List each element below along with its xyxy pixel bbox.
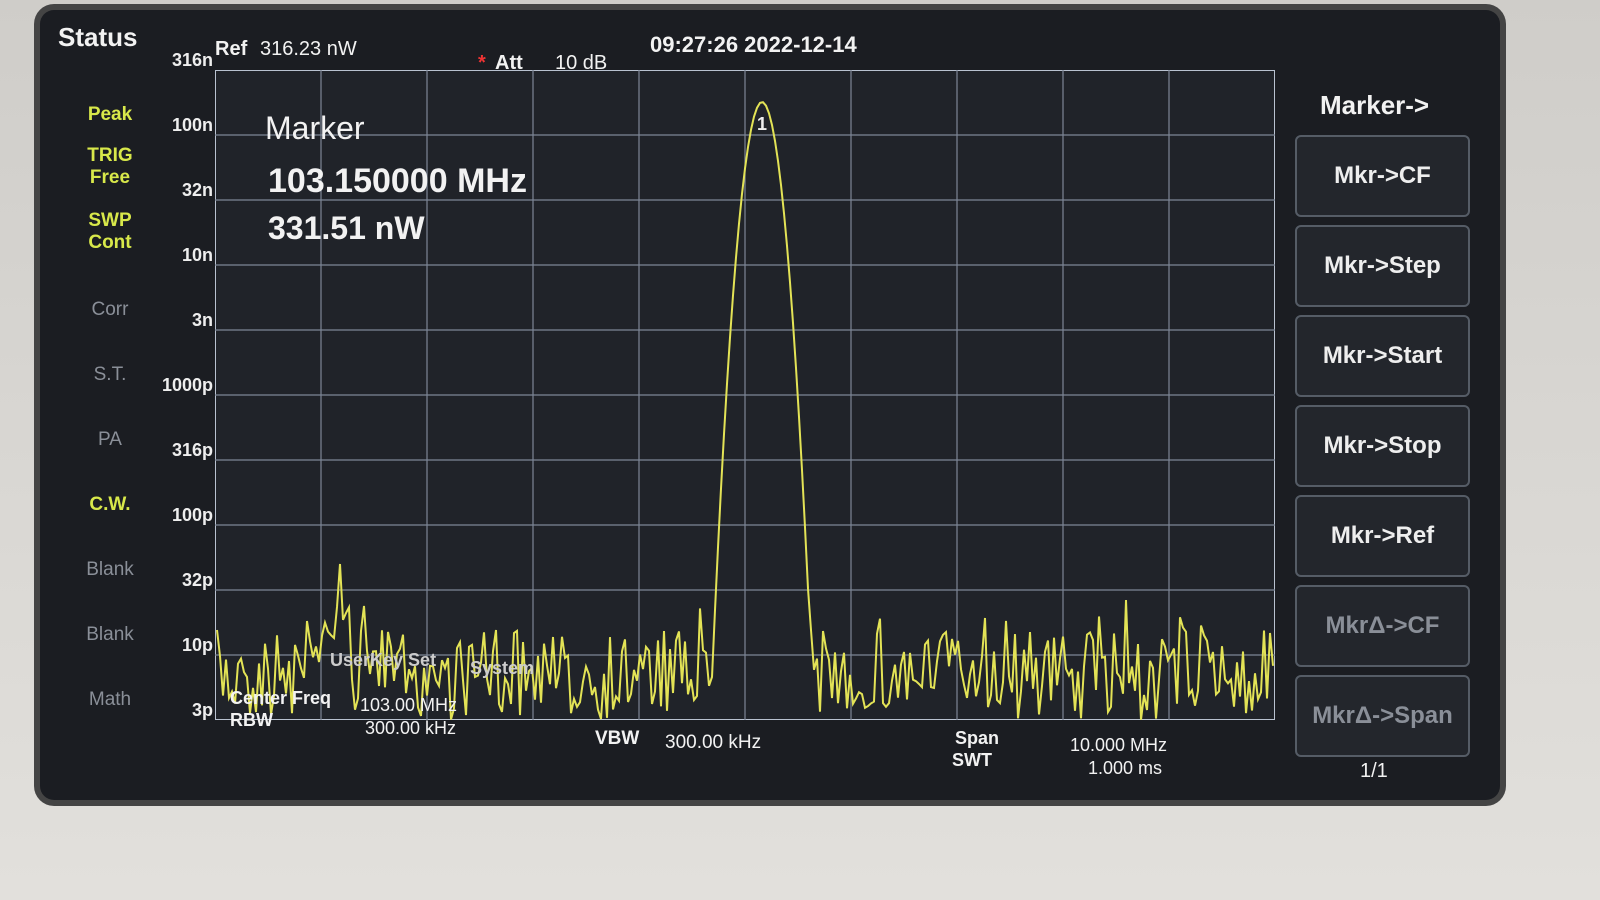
y-label: 100n — [171, 115, 213, 135]
y-label: 3n — [191, 310, 213, 330]
y-label: 1000p — [161, 375, 213, 395]
marker-freq: 103.150000 MHz — [268, 162, 527, 200]
y-label: 32n — [181, 180, 213, 200]
span-value: 10.000 MHz — [1070, 735, 1168, 755]
att-flag: * — [478, 52, 486, 74]
ref-value: 316.23 nW — [260, 38, 357, 60]
rbw-label: RBW — [230, 710, 273, 730]
status-line: Corr — [91, 299, 129, 320]
status-item: C.W. — [70, 470, 150, 516]
status-line: Cont — [88, 232, 132, 253]
status-item: TRIG Free — [70, 145, 150, 189]
y-label: 316n — [171, 50, 213, 70]
status-line: S.T. — [93, 364, 127, 385]
analyzer-screen: Status Ref 316.23 nW * Att 10 dB 09:27:2… — [40, 10, 1500, 800]
status-title: Status — [58, 22, 138, 52]
status-line: Free — [89, 167, 131, 188]
status-line: Math — [88, 689, 132, 710]
status-item: PA — [70, 405, 150, 451]
att-label: Att — [495, 52, 523, 74]
status-item: S.T. — [70, 340, 150, 386]
overlay-userkey: UserKey Set — [330, 650, 437, 670]
span-label: Span — [955, 728, 1000, 748]
status-line: PA — [98, 429, 122, 450]
center-value: 103.00 MHz — [360, 695, 458, 715]
ref-label: Ref — [215, 38, 248, 60]
status-line: TRIG — [87, 145, 133, 166]
softkey-button[interactable]: Mkr->Ref — [1295, 495, 1470, 577]
marker-power: 331.51 nW — [268, 210, 425, 246]
status-item: Corr — [70, 275, 150, 321]
softkey-button[interactable]: Mkr->Step — [1295, 225, 1470, 307]
status-line: SWP — [88, 210, 132, 231]
center-label: Center Freq — [230, 688, 332, 708]
vbw-label: VBW — [595, 728, 640, 749]
marker-id: 1 — [757, 114, 767, 134]
status-line: Blank — [86, 624, 134, 645]
softkey-button[interactable]: Mkr->CF — [1295, 135, 1470, 217]
datetime: 09:27:26 2022-12-14 — [650, 32, 857, 57]
status-item: Peak — [70, 80, 150, 126]
menu-title: Marker-> — [1320, 90, 1430, 120]
grid — [215, 70, 1275, 720]
status-item: Math — [70, 665, 150, 711]
status-item: Blank — [70, 600, 150, 646]
trace — [216, 101, 1274, 720]
y-label: 32p — [181, 570, 213, 590]
softkey-button[interactable]: MkrΔ->CF — [1295, 585, 1470, 667]
att-value: 10 dB — [555, 52, 608, 74]
y-label: 100p — [171, 505, 213, 525]
status-item: SWP Cont — [70, 210, 150, 254]
status-item: Blank — [70, 535, 150, 581]
softkey-button[interactable]: Mkr->Start — [1295, 315, 1470, 397]
y-label: 3p — [191, 700, 213, 720]
swt-label: SWT — [952, 750, 992, 770]
y-label: 10p — [181, 635, 213, 655]
status-line: Blank — [86, 559, 134, 580]
vbw-value: 300.00 kHz — [665, 732, 762, 753]
menu-page: 1/1 — [1360, 760, 1388, 782]
overlay-system: System — [470, 658, 535, 678]
rbw-value: 300.00 kHz — [365, 718, 457, 738]
y-label: 316p — [171, 440, 213, 460]
marker-title: Marker — [265, 110, 365, 146]
status-line: C.W. — [89, 494, 131, 515]
spectrum-plot: 1 — [215, 70, 1275, 720]
softkey-button[interactable]: Mkr->Stop — [1295, 405, 1470, 487]
swt-value: 1.000 ms — [1088, 758, 1163, 778]
softkey-button[interactable]: MkrΔ->Span — [1295, 675, 1470, 757]
y-label: 10n — [181, 245, 213, 265]
status-line: Peak — [87, 104, 133, 125]
